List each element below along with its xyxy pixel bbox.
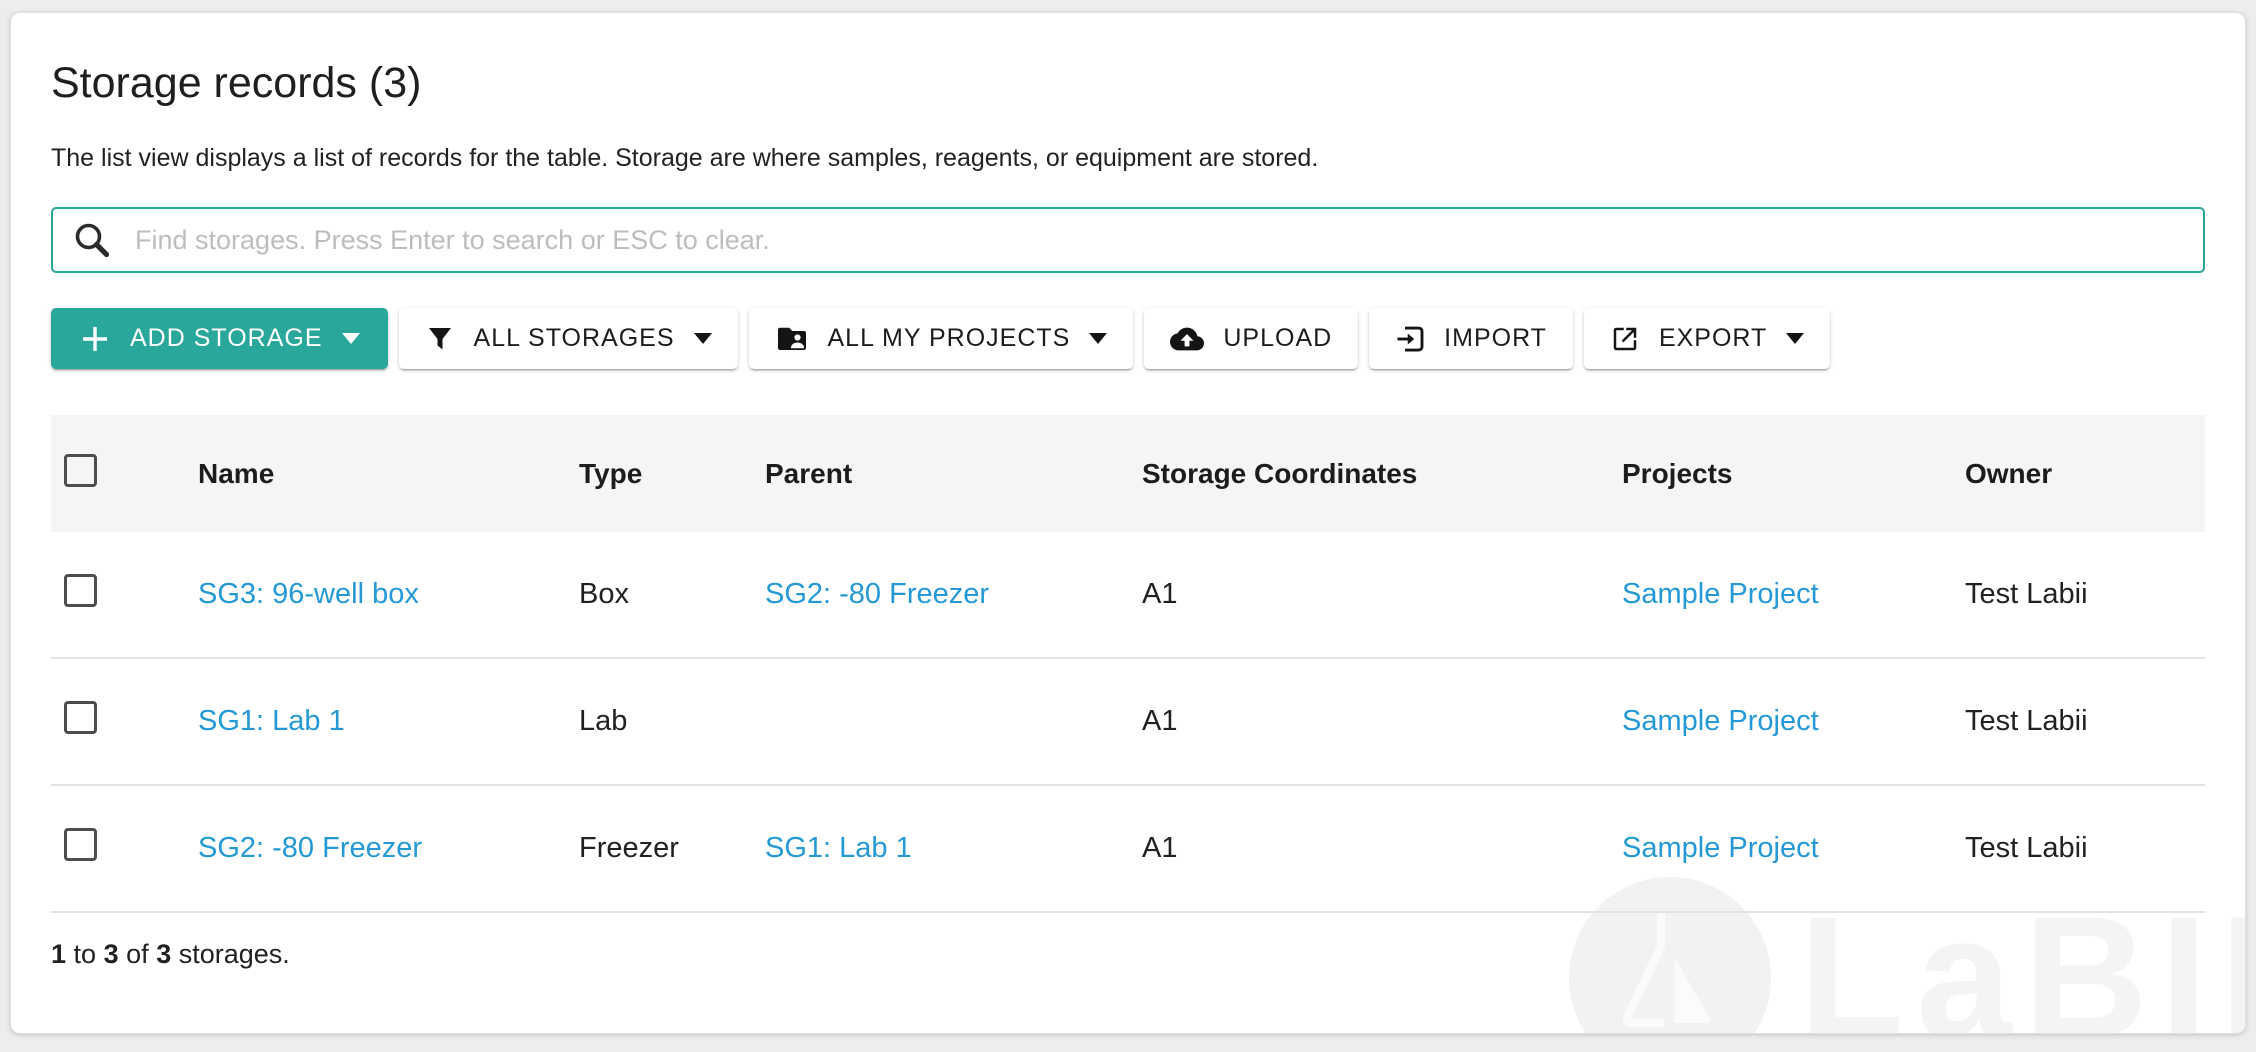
storage-coordinates-cell: A1 bbox=[1142, 705, 1178, 737]
folder-shared-icon bbox=[777, 327, 806, 350]
type-cell: Box bbox=[579, 578, 629, 610]
parent-storage-link[interactable]: SG1: Lab 1 bbox=[765, 832, 912, 864]
add-storage-label: ADD STORAGE bbox=[130, 324, 323, 352]
parent-storage-link[interactable]: SG2: -80 Freezer bbox=[765, 578, 990, 610]
type-cell: Lab bbox=[579, 705, 628, 737]
labii-wordmark-watermark: LaBII bbox=[1799, 881, 2246, 1034]
column-header-owner: Owner bbox=[1965, 457, 2053, 489]
column-header-name: Name bbox=[198, 457, 275, 489]
column-header-type: Type bbox=[579, 457, 643, 489]
total-count: 3 bbox=[156, 939, 172, 969]
type-cell: Freezer bbox=[579, 832, 679, 864]
export-label: EXPORT bbox=[1658, 324, 1768, 352]
range-start: 1 bbox=[51, 939, 67, 969]
storage-name-link[interactable]: SG2: -80 Freezer bbox=[198, 832, 423, 864]
search-icon bbox=[75, 223, 110, 258]
labii-logo-watermark bbox=[1569, 877, 1771, 1033]
owner-cell: Test Labii bbox=[1965, 832, 2088, 864]
page-subtitle: The list view displays a list of records… bbox=[51, 144, 1319, 172]
all-my-projects-label: ALL MY PROJECTS bbox=[827, 324, 1071, 352]
add-storage-button[interactable]: ADD STORAGE bbox=[51, 308, 388, 369]
table-row: SG2: -80 Freezer Freezer SG1: Lab 1 A1 S… bbox=[51, 786, 2205, 913]
column-header-parent: Parent bbox=[765, 457, 853, 489]
flask-icon bbox=[1622, 913, 1710, 1028]
select-all-checkbox[interactable] bbox=[64, 453, 97, 487]
toolbar: ADD STORAGE ALL STORAGES bbox=[51, 308, 2205, 369]
storage-table: Name Type Parent Storage Coordinates Pro… bbox=[51, 415, 2205, 913]
all-storages-filter-button[interactable]: ALL STORAGES bbox=[398, 308, 738, 369]
export-button[interactable]: EXPORT bbox=[1583, 308, 1831, 369]
table-row: SG3: 96-well box Box SG2: -80 Freezer A1… bbox=[51, 532, 2205, 659]
storage-coordinates-cell: A1 bbox=[1142, 578, 1178, 610]
table-header-row: Name Type Parent Storage Coordinates Pro… bbox=[51, 415, 2205, 532]
export-icon bbox=[1613, 327, 1637, 350]
table-row: SG1: Lab 1 Lab A1 Sample Project Test La… bbox=[51, 659, 2205, 786]
column-header-storage-coordinates: Storage Coordinates bbox=[1142, 457, 1418, 489]
pagination-summary: 1 to 3 of 3 storages. bbox=[51, 939, 290, 969]
project-link[interactable]: Sample Project bbox=[1622, 578, 1819, 610]
caret-down-icon bbox=[693, 332, 712, 344]
all-my-projects-filter-button[interactable]: ALL MY PROJECTS bbox=[748, 308, 1134, 369]
storage-name-link[interactable]: SG1: Lab 1 bbox=[198, 705, 345, 737]
import-label: IMPORT bbox=[1444, 324, 1547, 352]
project-link[interactable]: Sample Project bbox=[1622, 705, 1819, 737]
storage-name-link[interactable]: SG3: 96-well box bbox=[198, 578, 419, 610]
range-end: 3 bbox=[103, 939, 119, 969]
caret-down-icon bbox=[1786, 332, 1805, 344]
row-checkbox[interactable] bbox=[64, 701, 97, 734]
row-checkbox[interactable] bbox=[64, 828, 97, 861]
caret-down-icon bbox=[1089, 332, 1108, 344]
caret-down-icon bbox=[341, 332, 360, 344]
upload-label: UPLOAD bbox=[1223, 324, 1333, 352]
search-bar bbox=[51, 207, 2205, 273]
storage-records-card: LaBII Storage records (3) The list view … bbox=[10, 12, 2246, 1034]
import-icon bbox=[1397, 326, 1424, 351]
upload-button[interactable]: UPLOAD bbox=[1144, 308, 1359, 369]
project-link[interactable]: Sample Project bbox=[1622, 832, 1819, 864]
column-header-projects: Projects bbox=[1622, 457, 1733, 489]
all-storages-label: ALL STORAGES bbox=[473, 324, 675, 352]
owner-cell: Test Labii bbox=[1965, 705, 2088, 737]
table-body: SG3: 96-well box Box SG2: -80 Freezer A1… bbox=[51, 532, 2205, 913]
import-button[interactable]: IMPORT bbox=[1369, 308, 1573, 369]
plus-icon bbox=[83, 326, 107, 351]
filter-icon bbox=[428, 327, 451, 349]
search-input[interactable] bbox=[135, 224, 2187, 256]
cloud-upload-icon bbox=[1170, 327, 1205, 350]
owner-cell: Test Labii bbox=[1965, 578, 2088, 610]
storage-coordinates-cell: A1 bbox=[1142, 832, 1178, 864]
page-title: Storage records (3) bbox=[51, 59, 422, 107]
row-checkbox[interactable] bbox=[64, 574, 97, 607]
